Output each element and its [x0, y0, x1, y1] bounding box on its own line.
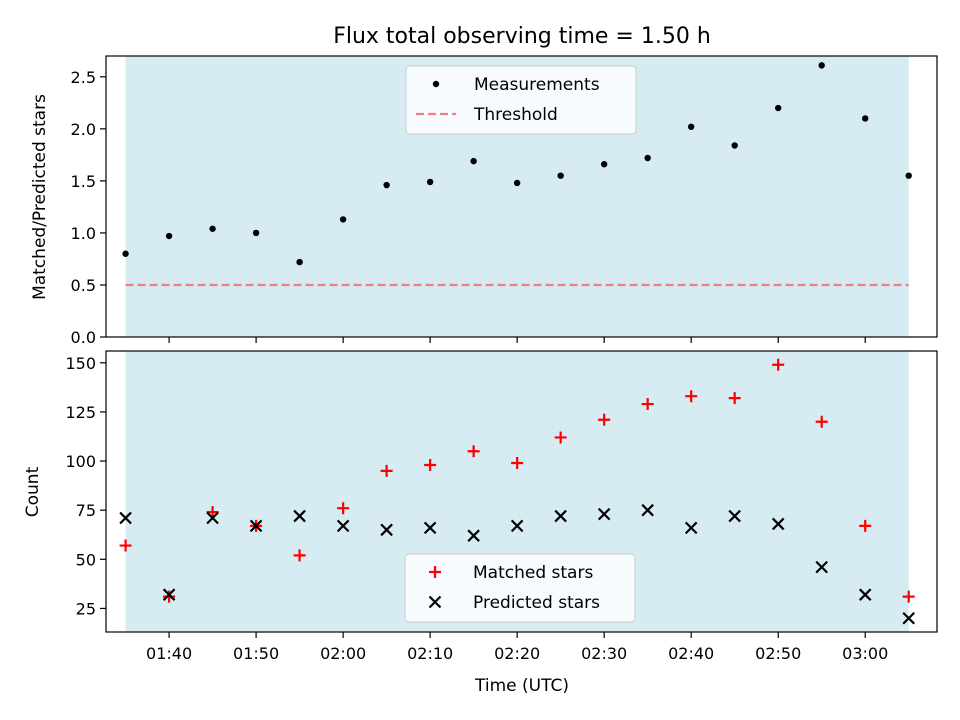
point-matched-stars-15 — [772, 358, 785, 371]
xtick-label-3: 02:10 — [407, 644, 453, 663]
legend-box-0 — [405, 65, 637, 135]
xtick-label-2: 02:00 — [320, 644, 366, 663]
xtick-label-4: 02:20 — [494, 644, 540, 663]
point-measurements-14 — [731, 142, 738, 149]
point-predicted-stars-1 — [162, 588, 176, 601]
ytick-label-0-3: 1.5 — [71, 172, 96, 191]
point-predicted-stars-6 — [380, 523, 393, 537]
top-ylabel: Matched/Predicted stars — [30, 94, 50, 300]
point-predicted-stars-0 — [119, 511, 132, 525]
point-predicted-stars-16 — [815, 560, 828, 574]
point-predicted-stars-11 — [597, 507, 611, 521]
point-predicted-stars-5 — [336, 519, 350, 533]
point-measurements-16 — [818, 62, 825, 69]
ytick-label-1-1: 50 — [76, 550, 96, 569]
point-matched-stars-14 — [728, 392, 741, 405]
ytick-label-1-4: 125 — [65, 403, 96, 422]
point-matched-stars-16 — [815, 415, 828, 428]
ytick-label-1-3: 100 — [65, 452, 96, 471]
point-matched-stars-17 — [859, 519, 872, 532]
ytick-label-0-0: 0.0 — [71, 328, 96, 347]
point-matched-stars-6 — [380, 464, 393, 477]
xtick-label-6: 02:40 — [668, 644, 714, 663]
ytick-label-0-4: 2.0 — [71, 120, 96, 139]
ytick-label-1-0: 25 — [76, 599, 96, 618]
ytick-label-0-2: 1.0 — [71, 224, 96, 243]
plot-frame-1 — [105, 350, 938, 633]
legend-box-1 — [404, 553, 636, 623]
ytick-label-1-2: 75 — [76, 501, 96, 520]
point-predicted-stars-8 — [467, 529, 480, 542]
point-measurements-10 — [557, 172, 564, 179]
bottom-xlabel: Time (UTC) — [474, 676, 569, 696]
point-measurements-9 — [513, 179, 521, 187]
point-measurements-7 — [426, 178, 434, 186]
bottom-ylabel: Count — [23, 466, 43, 517]
legend-symbol-1-0 — [429, 566, 441, 578]
point-predicted-stars-7 — [423, 521, 437, 535]
legend-symbol-0-0 — [432, 80, 440, 88]
point-predicted-stars-17 — [858, 588, 872, 601]
legend-0: Measurements Threshold — [405, 65, 637, 135]
point-matched-stars-8 — [467, 445, 480, 458]
point-measurements-1 — [165, 232, 173, 240]
point-matched-stars-12 — [641, 398, 654, 411]
xtick-label-8: 03:00 — [842, 644, 888, 663]
point-matched-stars-5 — [337, 502, 350, 515]
point-measurements-13 — [687, 123, 695, 130]
legend-label-0-0: Measurements — [474, 75, 600, 95]
point-predicted-stars-3 — [249, 519, 263, 533]
point-measurements-8 — [470, 157, 477, 165]
point-matched-stars-10 — [554, 431, 567, 444]
plot-frame-0 — [105, 55, 938, 338]
point-predicted-stars-10 — [554, 509, 567, 523]
point-measurements-4 — [296, 258, 303, 266]
point-measurements-2 — [209, 225, 216, 232]
point-measurements-0 — [122, 250, 129, 257]
chart-title: Flux total observing time = 1.50 h — [333, 24, 711, 49]
point-predicted-stars-13 — [684, 521, 698, 535]
xtick-label-0: 01:40 — [146, 644, 192, 663]
ytick-label-0-1: 0.5 — [71, 276, 96, 295]
point-matched-stars-2 — [206, 506, 219, 519]
point-predicted-stars-2 — [206, 511, 219, 525]
point-matched-stars-9 — [511, 457, 524, 470]
point-predicted-stars-18 — [902, 611, 915, 625]
legend-1: Matched stars Predicted stars — [404, 553, 636, 623]
point-measurements-6 — [383, 181, 390, 189]
point-matched-stars-0 — [119, 539, 132, 552]
legend-label-0-1: Threshold — [473, 105, 558, 125]
xtick-label-1: 01:50 — [233, 644, 279, 663]
xtick-label-5: 02:30 — [581, 644, 627, 663]
point-predicted-stars-12 — [641, 503, 654, 517]
legend-label-1-1: Predicted stars — [473, 593, 600, 613]
point-measurements-17 — [862, 115, 869, 122]
point-predicted-stars-4 — [293, 509, 306, 523]
xtick-label-7: 02:50 — [755, 644, 801, 663]
legend-label-1-0: Matched stars — [473, 563, 593, 583]
point-predicted-stars-15 — [771, 517, 785, 531]
point-matched-stars-13 — [685, 390, 698, 403]
point-measurements-15 — [774, 104, 782, 112]
point-matched-stars-1 — [163, 590, 176, 603]
point-measurements-18 — [905, 172, 912, 179]
point-matched-stars-7 — [424, 458, 437, 471]
point-matched-stars-18 — [902, 590, 915, 603]
point-predicted-stars-9 — [510, 519, 524, 533]
point-matched-stars-4 — [293, 549, 306, 562]
point-measurements-3 — [252, 229, 260, 237]
point-measurements-12 — [644, 154, 651, 162]
point-predicted-stars-14 — [728, 509, 741, 523]
point-matched-stars-11 — [598, 413, 611, 426]
point-measurements-5 — [339, 216, 347, 223]
point-measurements-11 — [600, 161, 608, 168]
legend-symbol-1-1 — [428, 595, 442, 609]
ytick-label-0-5: 2.5 — [71, 68, 96, 87]
ytick-label-1-5: 150 — [65, 354, 96, 373]
